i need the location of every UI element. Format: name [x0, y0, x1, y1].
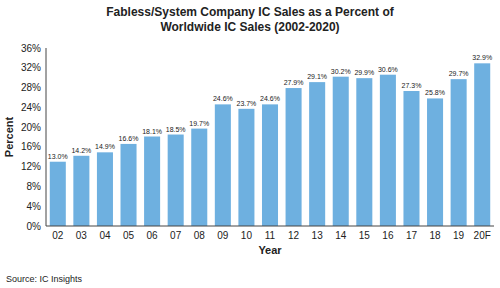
x-axis-label: Year — [258, 244, 282, 256]
x-tick-label: 14 — [335, 230, 347, 241]
data-label: 27.3% — [402, 82, 422, 89]
data-label: 14.2% — [71, 147, 91, 154]
x-tick-label: 17 — [406, 230, 418, 241]
bar — [403, 91, 419, 226]
bars — [50, 63, 490, 226]
data-label: 19.7% — [189, 120, 209, 127]
chart-container: 0% 4% 8% 12% 16% 20% 24% 28% 32% 36% 13.0%14.2% 14.… — [0, 0, 500, 288]
x-axis-line — [46, 226, 494, 227]
x-tick-label: 16 — [382, 230, 394, 241]
y-tick-label: 8% — [27, 181, 42, 192]
bar — [168, 135, 184, 226]
bar — [191, 129, 207, 226]
y-axis-label: Percent — [3, 116, 15, 157]
x-tick-label: 15 — [359, 230, 371, 241]
bar — [474, 63, 490, 226]
data-label: 27.9% — [284, 79, 304, 86]
chart-title: Fabless/System Company IC Sales as a Per… — [106, 5, 394, 34]
data-label: 32.9% — [472, 54, 492, 61]
x-tick-label: 12 — [288, 230, 300, 241]
x-tick-label: 18 — [429, 230, 441, 241]
bar — [144, 137, 160, 226]
data-label: 29.7% — [449, 70, 469, 77]
data-label: 18.1% — [142, 128, 162, 135]
data-label: 29.9% — [354, 69, 374, 76]
y-tick-label: 28% — [21, 82, 41, 93]
x-tick-label: 07 — [170, 230, 182, 241]
y-tick-label: 0% — [27, 221, 42, 232]
bar — [333, 77, 349, 226]
bar — [451, 79, 467, 226]
bar — [73, 156, 89, 226]
y-tick-label: 4% — [27, 201, 42, 212]
x-tick-label: 20F — [474, 230, 491, 241]
source-note: Source: IC Insights — [6, 274, 83, 284]
bar — [356, 78, 372, 226]
x-tick-label: 06 — [147, 230, 159, 241]
data-label: 23.7% — [236, 100, 256, 107]
data-label: 14.9% — [95, 143, 115, 150]
bar — [286, 88, 302, 226]
bar — [309, 82, 325, 226]
data-label: 24.6% — [213, 95, 233, 102]
bar — [238, 109, 254, 226]
y-tick-label: 16% — [21, 141, 41, 152]
x-tick-label: 03 — [76, 230, 88, 241]
x-tick-label: 05 — [123, 230, 135, 241]
x-tick-label: 08 — [194, 230, 206, 241]
bar — [50, 162, 66, 226]
bar — [262, 104, 278, 226]
chart-svg: 0% 4% 8% 12% 16% 20% 24% 28% 32% 36% 13.0%14.2% 14.… — [0, 0, 500, 288]
x-tick-label: 02 — [52, 230, 64, 241]
data-label: 30.2% — [331, 68, 351, 75]
y-axis-line — [46, 48, 47, 226]
y-tick-label: 20% — [21, 122, 41, 133]
data-label: 24.6% — [260, 95, 280, 102]
x-tick-label: 09 — [217, 230, 229, 241]
bar — [97, 152, 113, 226]
y-tick-label: 12% — [21, 161, 41, 172]
data-label: 25.8% — [425, 89, 445, 96]
data-label: 30.6% — [378, 66, 398, 73]
y-tick-label: 32% — [21, 62, 41, 73]
data-label: 29.1% — [307, 73, 327, 80]
x-tick-label: 04 — [99, 230, 111, 241]
x-tick-label: 13 — [312, 230, 324, 241]
x-tick-label: 11 — [265, 230, 276, 241]
x-tick-label: 19 — [453, 230, 465, 241]
bar — [121, 144, 137, 226]
y-tick-label: 24% — [21, 102, 41, 113]
data-label: 16.6% — [119, 135, 139, 142]
bar — [427, 98, 443, 226]
data-label: 13.0% — [48, 153, 68, 160]
y-tick-label: 36% — [21, 43, 41, 54]
x-tick-label: 10 — [241, 230, 253, 241]
data-label: 18.5% — [166, 126, 186, 133]
bar — [380, 75, 396, 226]
bar — [215, 104, 231, 226]
